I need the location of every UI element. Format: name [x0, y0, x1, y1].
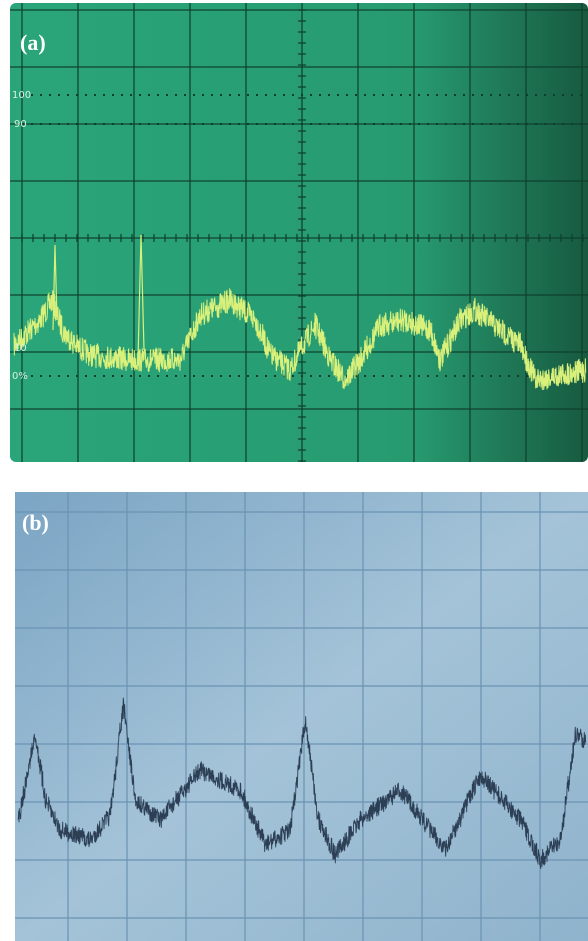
scope-screen-a [10, 3, 588, 462]
scale-label: 100 [12, 90, 31, 101]
scale-label: 10 [14, 343, 27, 354]
traces [13, 234, 587, 870]
scale-label: 90 [14, 119, 27, 130]
scale-label: 0% [12, 371, 28, 382]
trace [13, 288, 587, 391]
scope-screen-b [15, 492, 588, 941]
spike [52, 234, 145, 361]
panel-label: (a) [20, 30, 46, 55]
trace [17, 697, 587, 870]
panel-label: (b) [22, 510, 49, 535]
